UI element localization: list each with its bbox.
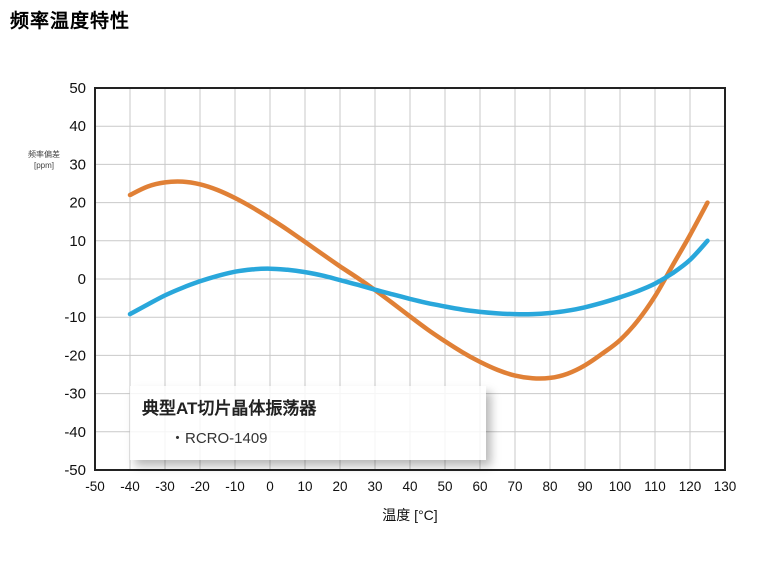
x-tick-label: 60 [472,479,487,494]
x-tick-label: -50 [85,479,105,494]
x-tick-label: -20 [190,479,210,494]
x-tick-label: 30 [367,479,382,494]
plot-border [94,87,726,471]
y-tick-label: -50 [64,462,86,479]
y-tick-label: 20 [69,195,86,212]
legend-box: 典型AT切片晶体振荡器 ・RCRO-1409 [130,386,486,460]
x-tick-label: 100 [609,479,632,494]
x-axis-label: 温度 [°C] [382,507,438,523]
y-tick-label: 40 [69,118,86,135]
x-tick-label: 130 [714,479,737,494]
y-tick-label: -40 [64,424,86,441]
x-tick-label: 50 [437,479,452,494]
y-axis-label-line1: 频率偏差 [28,150,60,159]
y-tick-label: -30 [64,386,86,403]
x-tick-label: 90 [577,479,592,494]
y-tick-label: -10 [64,309,86,326]
y-axis-label: 频率偏差 [ppm] [18,150,70,172]
page-title: 频率温度特性 [10,11,131,32]
y-tick-label: 30 [69,156,86,173]
legend-title: 典型AT切片晶体振荡器 [142,399,317,418]
x-tick-label: 0 [266,479,274,494]
x-tick-label: -40 [120,479,140,494]
y-tick-label: 0 [78,271,86,288]
x-tick-label: 10 [297,479,312,494]
x-tick-label: 110 [644,479,666,494]
x-tick-label: 20 [332,479,347,494]
y-tick-label: 50 [69,80,86,97]
x-tick-label: 80 [542,479,557,494]
series-orange [127,179,710,381]
x-tick-label: 40 [402,479,417,494]
y-tick-label: 10 [69,233,86,250]
x-tick-label: 120 [679,479,702,494]
y-tick-label: -20 [64,347,86,364]
series-blue [127,238,710,317]
legend-item: ・RCRO-1409 [170,430,268,447]
x-tick-label: 70 [507,479,522,494]
y-axis-label-line2: [ppm] [33,160,54,170]
x-tick-label: -30 [155,479,175,494]
x-tick-label: -10 [225,479,245,494]
